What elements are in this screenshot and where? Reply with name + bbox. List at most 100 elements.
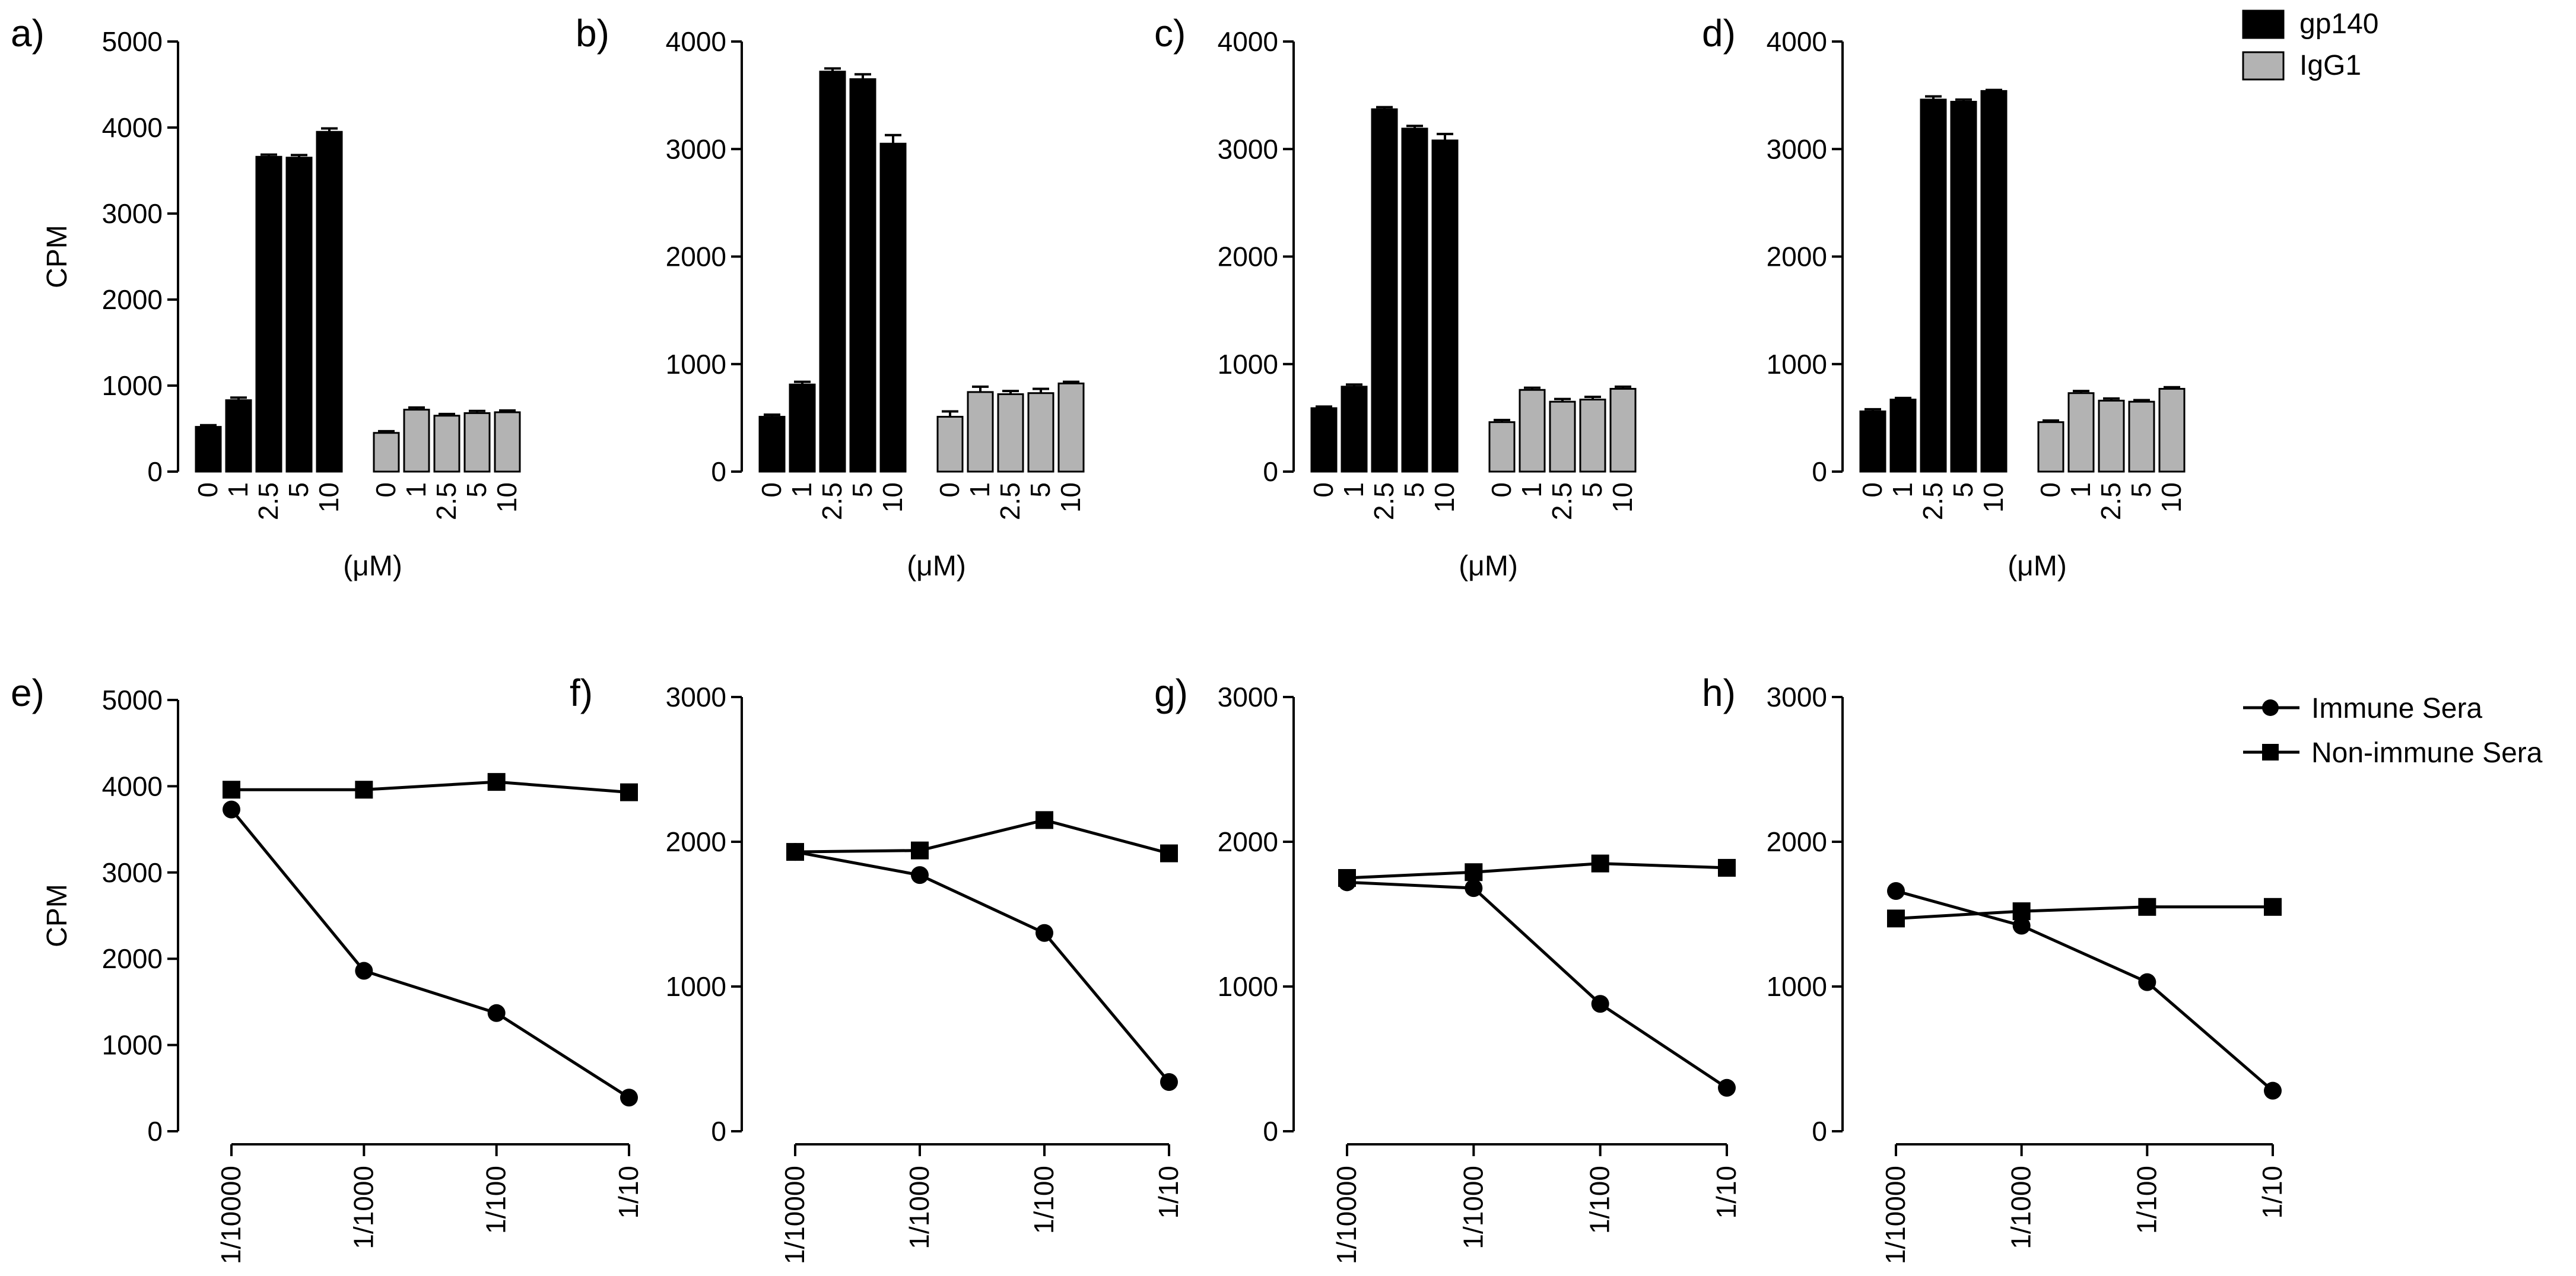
point-non-immune-sera-1/1000 <box>911 841 929 860</box>
bar-igg1-2.5 <box>433 415 460 473</box>
x-tick-label: 10 <box>877 482 908 513</box>
x-tick-label: 1/10 <box>613 1166 644 1219</box>
bar-gp140-5 <box>1401 128 1428 473</box>
x-tick-label: 5 <box>1577 482 1608 498</box>
bar-igg1-5 <box>463 412 491 473</box>
x-tick-label: 1/10 <box>2257 1166 2288 1219</box>
x-tick-label: 1 <box>1338 482 1369 498</box>
y-tick-label: 4000 <box>102 112 163 143</box>
x-axis-title: (μM) <box>907 551 966 582</box>
y-tick-label: 1000 <box>1767 971 1827 1002</box>
series-line-immune-sera <box>795 850 1170 1083</box>
y-tick-label: 5000 <box>102 685 163 715</box>
x-tick-label: 2.5 <box>995 482 1025 520</box>
y-tick-label: 2000 <box>666 241 726 272</box>
x-axis-title: (μM) <box>343 551 402 582</box>
bar-gp140-1 <box>1889 399 1917 473</box>
y-tick-label: 0 <box>1812 456 1827 487</box>
x-tick-label: 1/100 <box>1028 1166 1059 1234</box>
x-tick-label: 0 <box>370 482 401 498</box>
point-non-immune-sera-1/10 <box>2264 898 2282 916</box>
legend-label: IgG1 <box>2299 50 2361 81</box>
point-non-immune-sera-1/10000 <box>223 781 240 799</box>
y-tick-label: 1000 <box>666 971 726 1002</box>
y-tick-label: 4000 <box>1767 26 1827 57</box>
x-tick-label: 5 <box>1948 482 1978 498</box>
x-tick-label: 0 <box>756 482 787 498</box>
y-tick-label: 3000 <box>1767 133 1827 164</box>
y-tick-label: 2000 <box>1218 826 1278 857</box>
bar-igg1-1 <box>967 391 994 473</box>
point-non-immune-sera-1/100 <box>1591 854 1609 873</box>
point-non-immune-sera-1/10000 <box>1887 909 1905 928</box>
series-line-non-immune-sera <box>231 780 630 794</box>
legend-swatch-igg1 <box>2242 51 2285 81</box>
bar-igg1-1 <box>403 409 430 473</box>
x-tick-label: 2.5 <box>1917 482 1948 520</box>
series-line-immune-sera <box>1346 880 1728 1089</box>
y-tick-label: 2000 <box>102 284 163 315</box>
x-tick-label: 5 <box>847 482 878 498</box>
point-non-immune-sera-1/100 <box>487 773 506 791</box>
line-panel-e: 0 1000 2000 3000 4000 5000 e) CPM 1/10000 1/1000 1… <box>11 672 644 1264</box>
bar-igg1-5 <box>1579 399 1606 473</box>
point-non-immune-sera-1/1000 <box>1465 863 1483 882</box>
x-tick-label: 10 <box>1055 482 1086 513</box>
x-tick-label: 1/10 <box>1711 1166 1742 1219</box>
x-tick-label: 0 <box>934 482 965 498</box>
y-tick-label: 1000 <box>1218 349 1278 380</box>
x-tick-label: 0 <box>1486 482 1517 498</box>
x-tick-label: 1/10000 <box>215 1166 246 1264</box>
x-tick-label: 5 <box>2126 482 2156 498</box>
point-immune-sera-1/1000 <box>2012 917 2031 935</box>
bar-igg1-0 <box>373 432 400 473</box>
bar-igg1-0 <box>936 416 964 473</box>
y-tick-label: 2000 <box>1218 241 1278 272</box>
y-tick-label: 2000 <box>1767 826 1827 857</box>
point-immune-sera-1/100 <box>1036 924 1053 942</box>
bar-igg1-10 <box>494 411 521 473</box>
legend-marker-square <box>2262 744 2279 760</box>
bar-igg1-1 <box>2067 392 2095 473</box>
x-tick-label: 5 <box>283 482 314 498</box>
y-tick-label: 3000 <box>102 198 163 229</box>
y-tick-label: 1000 <box>1767 349 1827 380</box>
point-non-immune-sera-1/1000 <box>355 781 373 799</box>
panel-label: e) <box>11 672 45 714</box>
series-line-non-immune-sera <box>795 818 1170 855</box>
x-tick-label: 0 <box>192 482 223 498</box>
bar-igg1-5 <box>1027 392 1054 473</box>
bar-igg1-10 <box>2158 387 2186 473</box>
legend-line: Immune Sera Non-immune Sera <box>2243 693 2543 769</box>
y-tick-label: 2000 <box>666 826 726 857</box>
x-tick-label: 2.5 <box>431 482 462 520</box>
x-tick-label: 1/1000 <box>1457 1166 1488 1249</box>
bar-gp140-1 <box>1341 386 1368 473</box>
line-panel-f: 0 1000 2000 3000 f) 1/10000 1/1000 1/100 1/10 <box>570 672 1184 1264</box>
bar-gp140-5 <box>849 78 876 473</box>
point-non-immune-sera-1/100 <box>2138 898 2156 916</box>
y-tick-label: 1000 <box>102 1030 163 1061</box>
y-tick-label: 3000 <box>666 682 726 712</box>
bar-igg1-2.5 <box>997 393 1024 473</box>
y-tick-label: 0 <box>147 1116 163 1147</box>
y-tick-label: 2000 <box>1767 241 1827 272</box>
point-non-immune-sera-1/10000 <box>786 843 804 861</box>
y-tick-label: 4000 <box>666 26 726 57</box>
panel-label: g) <box>1154 672 1188 714</box>
point-immune-sera-1/10000 <box>1887 882 1905 900</box>
bar-gp140-1 <box>225 399 252 473</box>
y-tick-label: 0 <box>711 456 726 487</box>
y-tick-label: 0 <box>1812 1116 1827 1147</box>
series-line-immune-sera <box>1895 889 2274 1092</box>
y-tick-label: 4000 <box>1218 26 1278 57</box>
series-line-immune-sera <box>230 809 630 1099</box>
y-tick-label: 3000 <box>1767 682 1827 712</box>
x-tick-label: 2.5 <box>817 482 847 520</box>
legend-label: Non-immune Sera <box>2311 737 2543 769</box>
x-tick-label: 1/1000 <box>904 1166 935 1249</box>
y-tick-label: 0 <box>1263 456 1278 487</box>
bar-gp140-10 <box>1431 139 1459 473</box>
point-immune-sera-1/10 <box>1718 1078 1736 1097</box>
bar-gp140-10 <box>316 131 343 473</box>
